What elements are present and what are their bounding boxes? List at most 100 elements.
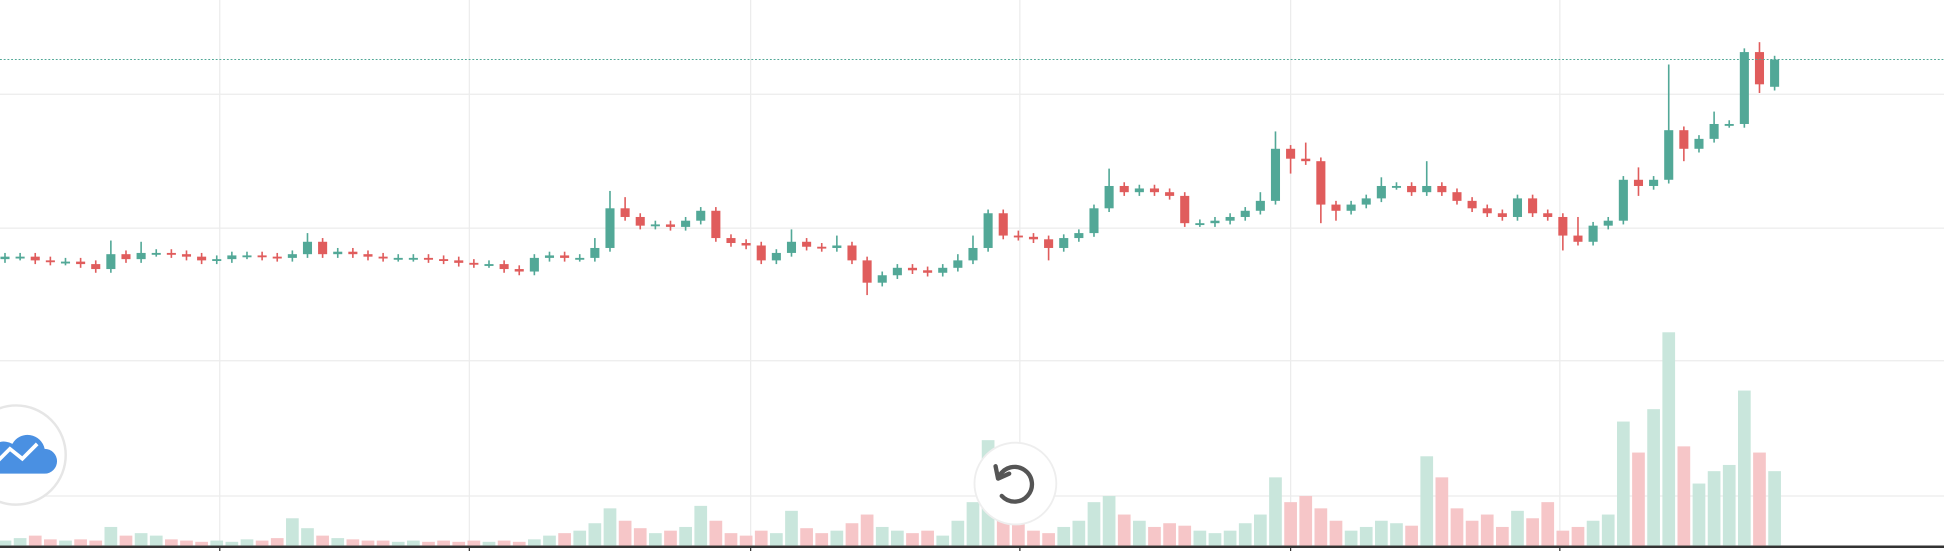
volume-bar — [1344, 530, 1358, 546]
candle-body — [711, 210, 721, 239]
candle-body — [378, 256, 388, 259]
candle-body — [741, 243, 751, 246]
candle-body — [181, 254, 192, 257]
volume-bar — [165, 539, 178, 546]
volume-bar — [830, 530, 844, 546]
candle-body — [136, 252, 146, 260]
candle-body — [635, 216, 645, 226]
candle-body — [514, 269, 524, 272]
candle-body — [1044, 239, 1054, 248]
candle-body — [1558, 216, 1568, 236]
candle-body — [242, 255, 252, 258]
candle-body — [1089, 208, 1099, 234]
volume-bar — [785, 510, 798, 546]
candle-body — [1255, 200, 1265, 211]
volume-bar — [13, 538, 27, 546]
candle-body — [1346, 204, 1356, 211]
candle-body — [1437, 185, 1447, 193]
candle-body — [0, 256, 10, 260]
volume-bar — [618, 520, 632, 546]
volume-bar — [694, 505, 708, 546]
candle-body — [30, 256, 40, 261]
candle-body — [590, 247, 600, 258]
candle-body — [620, 208, 630, 217]
candle-body — [1588, 225, 1598, 242]
volume-bar — [1390, 523, 1403, 546]
candle-body — [726, 238, 736, 244]
volume-bar — [1450, 508, 1464, 546]
candle-body — [333, 251, 343, 255]
volume-bar — [331, 538, 345, 546]
candle-body — [1754, 52, 1765, 85]
volume-bar — [1571, 526, 1585, 546]
volume-bar — [1087, 502, 1101, 546]
volume-bar — [875, 526, 889, 546]
volume-bar — [815, 533, 829, 546]
candle-body — [1422, 185, 1432, 193]
volume-bar — [1148, 526, 1161, 546]
volume-bar — [1057, 526, 1071, 546]
cloud-line-icon — [0, 442, 39, 462]
candle-body — [650, 224, 660, 227]
volume-bar — [891, 530, 904, 546]
candle-body — [151, 252, 161, 255]
candle-body — [1361, 198, 1371, 205]
volume-bar — [1707, 471, 1721, 546]
candle-body — [15, 256, 25, 259]
indicator-button[interactable] — [0, 404, 67, 506]
volume-bar — [1511, 510, 1524, 546]
candle-body — [953, 260, 963, 268]
candle-body — [1134, 188, 1144, 193]
volume-bar — [1359, 526, 1373, 546]
candle-body — [45, 260, 55, 263]
volume-bar — [286, 518, 299, 546]
volume-bar — [800, 528, 813, 546]
candle-body — [76, 261, 86, 265]
volume-bar — [1722, 464, 1736, 546]
volume-bar — [603, 508, 617, 546]
volume-bar — [407, 540, 420, 546]
candle-body — [923, 270, 933, 273]
volume-bar — [679, 526, 692, 546]
volume-bar — [1042, 533, 1055, 546]
candle-body — [998, 213, 1008, 236]
volume-bar — [180, 540, 193, 546]
candle-body — [484, 264, 494, 266]
volume-bar — [1556, 530, 1570, 546]
volume-bar — [724, 533, 738, 546]
candle-body — [408, 257, 418, 260]
volume-bar — [361, 540, 375, 546]
volume-bar — [1238, 523, 1252, 546]
candle-body — [1104, 185, 1114, 209]
volume-bar — [210, 540, 224, 546]
reset-button[interactable] — [973, 441, 1058, 526]
candle-body — [1210, 220, 1220, 224]
volume-bar — [1254, 514, 1267, 546]
candle-body — [318, 241, 328, 255]
candle-body — [1301, 158, 1311, 162]
candle-body — [1633, 179, 1644, 186]
volume-bar — [1027, 530, 1040, 546]
candle-body — [1618, 179, 1628, 221]
volume-bar — [966, 502, 980, 546]
volume-layer — [0, 332, 1781, 546]
candle-body — [907, 267, 918, 271]
candle-body — [605, 208, 615, 248]
candle-body — [1331, 204, 1341, 211]
candle-layer — [0, 42, 1780, 296]
volume-bar — [497, 540, 511, 546]
button-circle[interactable] — [973, 441, 1058, 526]
candle-body — [771, 252, 781, 261]
candle-body — [862, 260, 872, 283]
volume-bar — [1677, 446, 1691, 546]
candle-body — [1119, 185, 1129, 193]
volume-bar — [134, 533, 148, 546]
volume-bar — [270, 538, 284, 546]
volume-bar — [558, 533, 571, 546]
volume-bar — [376, 540, 390, 546]
volume-bar — [1465, 520, 1479, 546]
candle-body — [983, 213, 993, 248]
volume-bar — [1102, 495, 1116, 546]
volume-bar — [482, 541, 496, 546]
